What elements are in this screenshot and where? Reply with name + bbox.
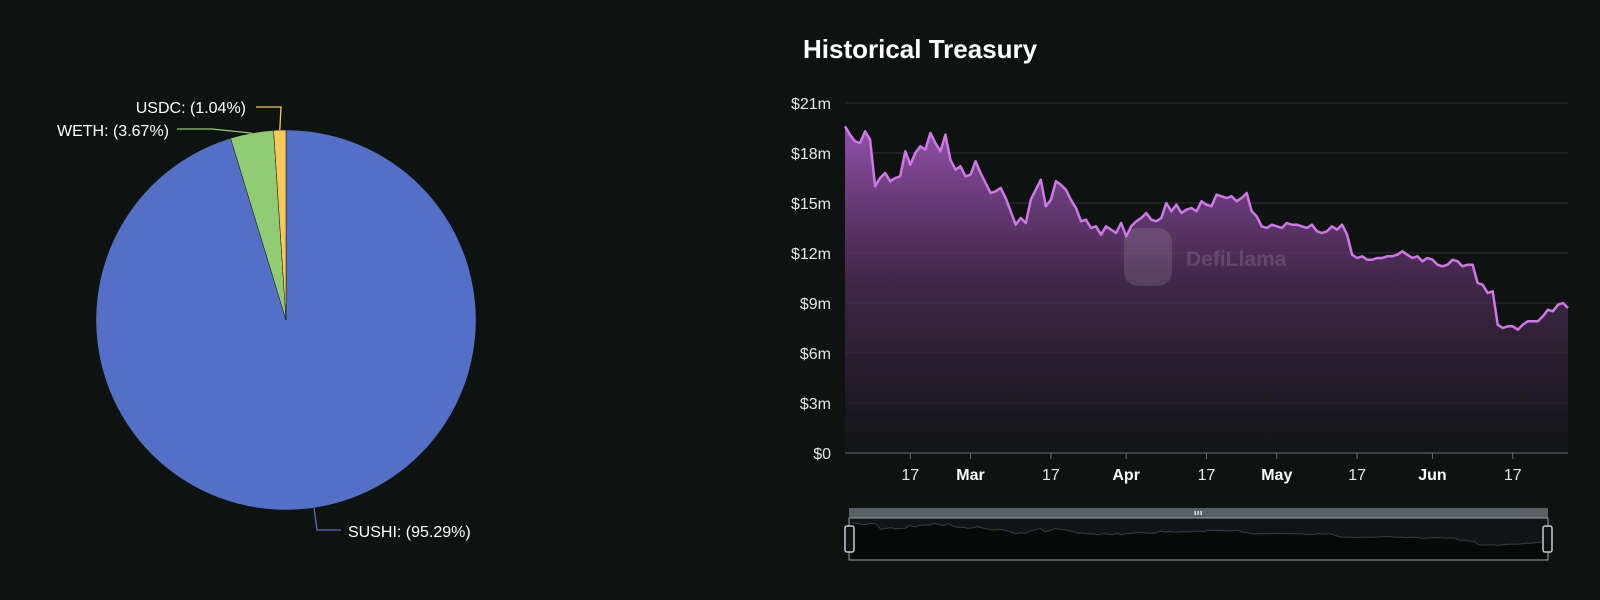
leader-line-usdc	[256, 106, 282, 131]
y-tick-label: $21m	[791, 96, 831, 113]
x-tick-label: 17	[1198, 467, 1216, 484]
chart-title: Historical Treasury	[803, 34, 1038, 64]
holdings-pie-chart: USDC: (1.04%) WETH: (3.67%) SUSHI: (95.2…	[57, 100, 477, 541]
x-tick-label: 17	[1504, 467, 1522, 484]
treasury-area-fill	[845, 126, 1568, 454]
slider-left-handle[interactable]	[844, 525, 855, 553]
leader-line-weth	[177, 128, 252, 134]
y-tick-label: $15m	[791, 196, 831, 213]
holdings-pie-panel: USDC: (1.04%) WETH: (3.67%) SUSHI: (95.2…	[0, 0, 780, 595]
y-tick-label: $3m	[800, 396, 831, 413]
leader-line-sushi	[313, 507, 341, 531]
x-tick-label: Apr	[1112, 467, 1140, 484]
y-tick-label: $0	[813, 446, 831, 463]
pie-slice-usdc[interactable]	[273, 129, 287, 321]
usdc-slice-label: USDC: (1.04%)	[136, 100, 246, 117]
weth-slice-label: WETH: (3.67%)	[57, 123, 169, 140]
historical-treasury-chart: $0 $3m $6m $9m $12m $15m $18m $21m DefiLlama 17…	[791, 96, 1569, 561]
x-tick-label: Mar	[956, 467, 984, 484]
slider-grip-icon	[1194, 511, 1202, 515]
slider-mini-area	[852, 522, 1546, 559]
treasury-value-line	[843, 125, 1569, 331]
sushi-slice-label: SUSHI: (95.29%)	[348, 524, 471, 541]
y-tick-label: $18m	[791, 146, 831, 163]
slider-mini-line	[851, 522, 1547, 546]
date-range-slider[interactable]	[844, 508, 1553, 561]
slider-right-handle[interactable]	[1542, 525, 1553, 553]
defillama-watermark: DefiLlama	[1124, 228, 1287, 286]
x-tick-label: Jun	[1418, 467, 1446, 484]
x-tick-label: May	[1261, 467, 1292, 484]
x-tick-label: 17	[901, 467, 919, 484]
watermark-text: DefiLlama	[1186, 248, 1287, 271]
llama-logo-icon	[1124, 228, 1172, 286]
x-tick-label: 17	[1348, 467, 1366, 484]
y-tick-label: $9m	[800, 296, 831, 313]
y-tick-label: $12m	[791, 246, 831, 263]
historical-treasury-panel: Historical Treasury $0 $3m $6m $9m $12m $15m $…	[780, 0, 1600, 595]
y-tick-label: $6m	[800, 346, 831, 363]
x-tick-label: 17	[1042, 467, 1060, 484]
